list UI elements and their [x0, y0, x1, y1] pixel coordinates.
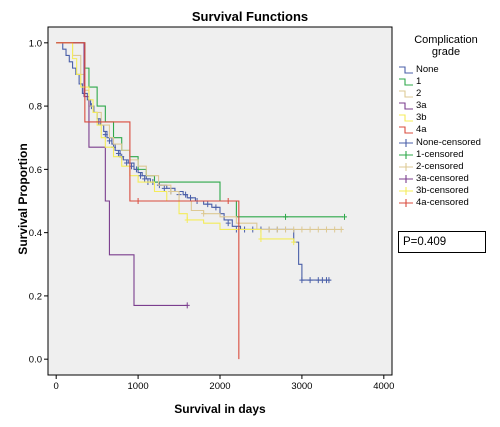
- y-tick-label: 0.2: [29, 291, 42, 302]
- legend-label: 1-censored: [416, 148, 464, 160]
- series-2-censor-mark: [201, 210, 207, 217]
- series-none-censor-mark: [138, 172, 144, 179]
- legend-item: 4a: [396, 124, 500, 136]
- series-2-censor-mark: [323, 226, 329, 233]
- legend-item: None: [396, 64, 500, 76]
- y-axis-label: Survival Proportion: [16, 143, 30, 255]
- legend-item: 1-censored: [396, 149, 500, 161]
- legend-item: 2-censored: [396, 161, 500, 173]
- x-tick-label: 1000: [128, 381, 149, 392]
- series-none-censor-mark: [115, 150, 121, 157]
- legend-line-symbol: [399, 102, 413, 110]
- series-3a-censor-mark: [184, 302, 190, 309]
- legend-title: Complication grade: [396, 34, 496, 58]
- series-none-censor-mark: [326, 277, 332, 284]
- series-4a-line: [56, 42, 240, 360]
- series-2-censor-mark: [338, 226, 344, 233]
- series-none-censor-mark: [188, 194, 194, 201]
- legend-censor-symbol: [399, 162, 413, 171]
- legend-label: None: [416, 64, 439, 75]
- legend-item: 1: [396, 76, 500, 88]
- legend-item: 3a-censored: [396, 173, 500, 185]
- x-tick-label: 3000: [291, 381, 312, 392]
- series-2-censor-mark: [307, 226, 313, 233]
- legend-item: None-censored: [396, 137, 500, 149]
- legend-label: None-censored: [416, 136, 481, 148]
- legend-censor-symbol: [399, 138, 413, 147]
- series-none-censor-mark: [161, 185, 167, 192]
- legend-line-symbol: [399, 114, 413, 122]
- x-tick-label: 0: [54, 381, 59, 392]
- series-none-censor-mark: [225, 220, 231, 227]
- y-tick-label: 1.0: [29, 38, 42, 49]
- legend-label: 3a-censored: [416, 172, 469, 184]
- series-3b-censor-mark: [258, 235, 264, 242]
- series-2-censor-mark: [274, 226, 280, 233]
- series-1-censor-mark: [341, 213, 347, 220]
- p-value-box: P=0.409: [398, 231, 486, 253]
- legend-title-line-1: Complication: [414, 34, 478, 46]
- series-none-censor-mark: [213, 204, 219, 211]
- series-2-censor-mark: [299, 226, 305, 233]
- legend: None 1 2 3a 3b 4a None-censored 1-censored 2-cen…: [396, 64, 500, 209]
- series-3b-censor-mark: [291, 239, 297, 246]
- x-tick-label: 2000: [209, 381, 230, 392]
- legend-label: 1: [416, 76, 422, 88]
- legend-label: 3a: [416, 100, 427, 112]
- legend-item: 3b-censored: [396, 185, 500, 197]
- series-2-censor-mark: [315, 226, 321, 233]
- legend-label: 4a-censored: [416, 197, 469, 209]
- series-2-censor-mark: [266, 226, 272, 233]
- legend-line-symbol: [399, 78, 413, 86]
- series-4a-censor-mark: [135, 198, 141, 204]
- series-2-censor-mark: [291, 226, 297, 233]
- chart-title: Survival Functions: [191, 9, 309, 24]
- series-2-line: [56, 42, 343, 231]
- series-3b-censor-mark: [184, 216, 190, 223]
- series-2-censor-mark: [332, 226, 338, 233]
- y-tick-label: 0.0: [29, 355, 42, 366]
- series-none-censor-mark: [205, 201, 211, 208]
- y-tick-label: 0.6: [29, 165, 42, 176]
- series-3b-line: [56, 42, 295, 243]
- legend-item: 2: [396, 88, 500, 100]
- x-tick-label: 4000: [373, 381, 394, 392]
- legend-label: 2-censored: [416, 160, 464, 172]
- legend-censor-symbol: [399, 150, 413, 159]
- series-none-censor-mark: [106, 137, 112, 144]
- legend-line-symbol: [399, 90, 413, 98]
- legend-title-line-2: grade: [431, 46, 461, 58]
- series-none-censor-mark: [142, 175, 148, 182]
- series-none-censor-mark: [299, 277, 305, 284]
- series-none-censor-mark: [102, 131, 108, 138]
- series-none-censor-mark: [307, 277, 313, 284]
- legend-censor-symbol: [399, 186, 413, 195]
- legend-line-symbol: [399, 126, 413, 135]
- legend-label: 3b-censored: [416, 184, 469, 196]
- legend-censor-symbol: [399, 199, 413, 208]
- y-tick-label: 0.8: [29, 102, 42, 113]
- legend-item: 4a-censored: [396, 197, 500, 209]
- legend-censor-symbol: [399, 174, 413, 183]
- series-2-censor-mark: [168, 188, 174, 195]
- series-1-censor-mark: [283, 213, 289, 220]
- series-none-censor-mark: [183, 191, 189, 198]
- series-2-censor-mark: [283, 226, 289, 233]
- legend-label: 4a: [416, 124, 427, 136]
- legend-line-symbol: [399, 66, 413, 74]
- series-none-censor-mark: [124, 160, 130, 167]
- legend-item: 3b: [396, 112, 500, 124]
- legend-item: 3a: [396, 100, 500, 112]
- x-axis-label: Survival in days: [174, 402, 266, 416]
- series-4a-censor-mark: [225, 198, 231, 204]
- legend-label: 3b: [416, 112, 427, 124]
- y-tick-label: 0.4: [29, 228, 42, 239]
- legend-label: 2: [416, 88, 422, 100]
